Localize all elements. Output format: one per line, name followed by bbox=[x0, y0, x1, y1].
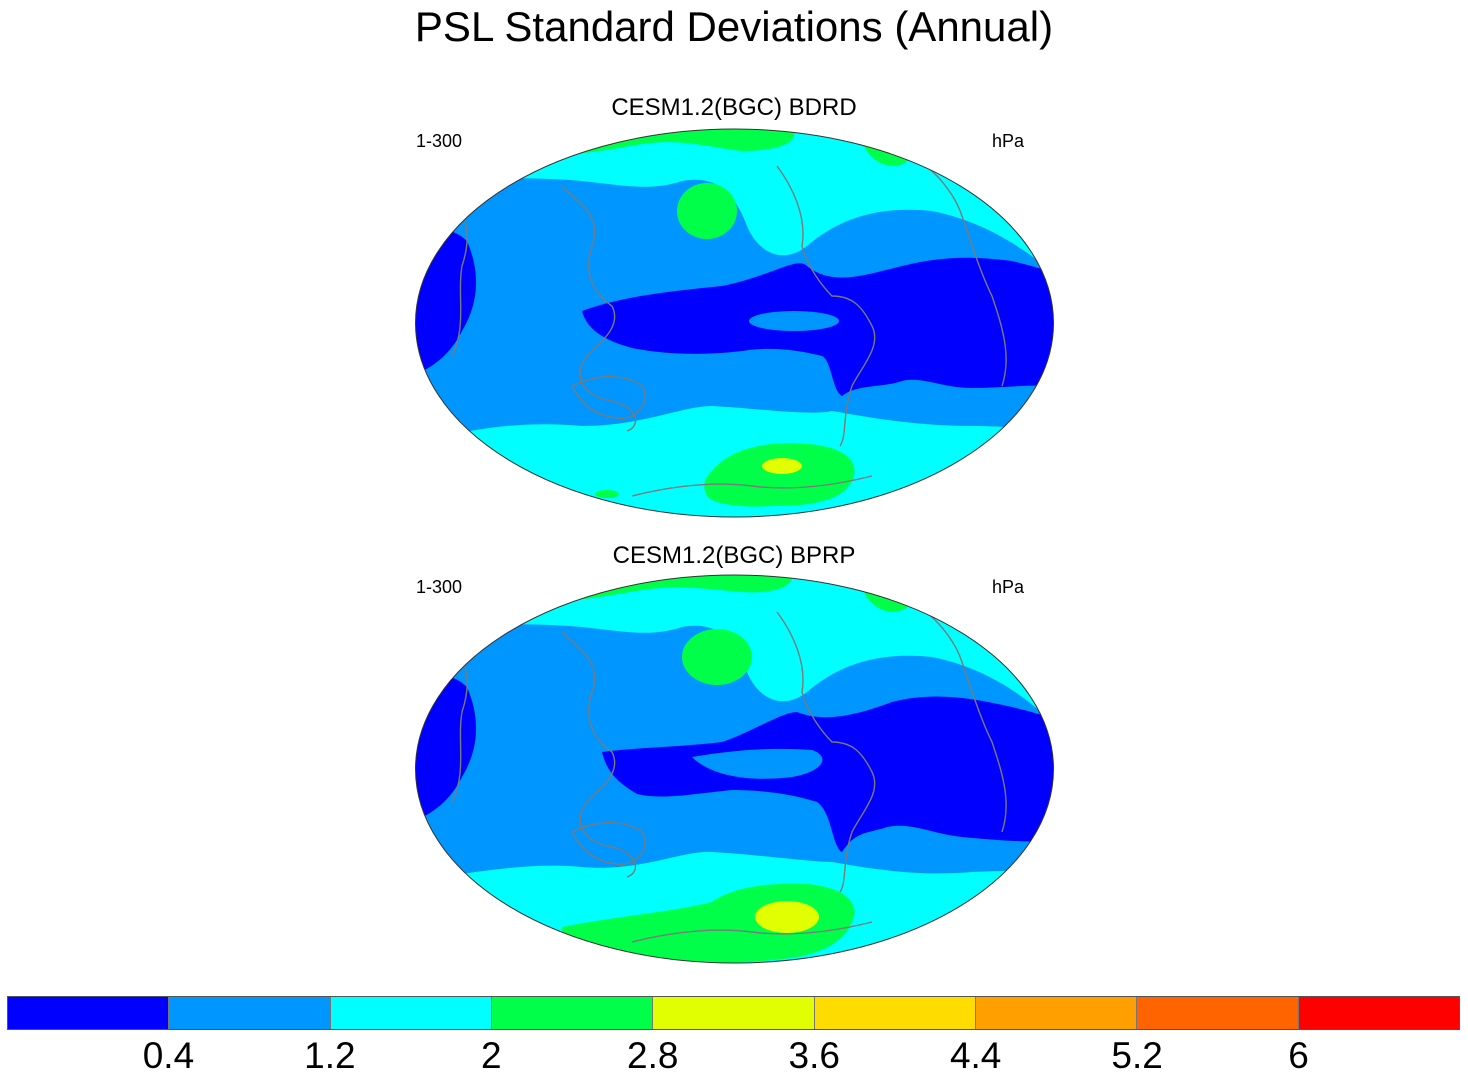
panel-1-contour-green-small bbox=[595, 490, 619, 498]
colorbar-box-1 bbox=[8, 997, 170, 1029]
colorbar-box-8 bbox=[1137, 997, 1299, 1029]
panel-2-level-label: 1-300 bbox=[416, 577, 463, 597]
panel-1-level-label: 1-300 bbox=[416, 131, 463, 151]
colorbar-box-3 bbox=[330, 997, 492, 1029]
panel-1-units-label: hPa bbox=[992, 131, 1025, 151]
colorbar-label: 2.8 bbox=[627, 1035, 679, 1076]
panel-2-units-label: hPa bbox=[992, 577, 1025, 597]
colorbar-box-2 bbox=[169, 997, 331, 1029]
panel-2-contour-blue-inner bbox=[692, 748, 823, 779]
colorbar-label: 1.2 bbox=[304, 1035, 356, 1076]
colorbar-box-6 bbox=[814, 997, 976, 1029]
panel-2-title: CESM1.2(BGC) BPRP bbox=[612, 542, 856, 569]
panel-1-coastlines bbox=[451, 145, 1007, 497]
colorbar-box-9 bbox=[1298, 997, 1459, 1029]
panel-2-map-border bbox=[415, 574, 1054, 964]
colorbar-box-5 bbox=[653, 997, 815, 1029]
panel-2-contour-yellow-south bbox=[755, 901, 819, 933]
colorbar-label: 6 bbox=[1288, 1035, 1309, 1076]
panel-1-contour-blue-inner bbox=[749, 311, 839, 331]
panel-1-map-border bbox=[415, 128, 1054, 518]
panel-1-contour-green-south bbox=[704, 443, 855, 507]
colorbar-label: 5.2 bbox=[1111, 1035, 1163, 1076]
panel-2-coastlines bbox=[451, 591, 1007, 943]
colorbar-label: 0.4 bbox=[142, 1035, 195, 1076]
panel-2-map bbox=[415, 574, 1054, 964]
panel-2-contour-green-pacific bbox=[682, 629, 752, 685]
panel-1-contour-yellow-south bbox=[762, 458, 802, 474]
colorbar-box-4 bbox=[491, 997, 654, 1029]
colorbar-label: 3.6 bbox=[788, 1035, 840, 1076]
panel-1-field bbox=[415, 129, 1054, 517]
panel-2-contour-blue-tropics bbox=[602, 696, 1054, 852]
figure-title: PSL Standard Deviations (Annual) bbox=[414, 3, 1054, 50]
colorbar-label: 4.4 bbox=[949, 1035, 1002, 1076]
colorbar bbox=[7, 996, 1460, 1030]
panel-2-field bbox=[415, 575, 1054, 963]
panel-1-title: CESM1.2(BGC) BDRD bbox=[611, 94, 857, 121]
colorbar-box-7 bbox=[975, 997, 1138, 1029]
panel-1-contour-green-pacific bbox=[677, 183, 737, 239]
colorbar-label: 2 bbox=[481, 1035, 502, 1076]
panel-1-map bbox=[415, 128, 1054, 518]
